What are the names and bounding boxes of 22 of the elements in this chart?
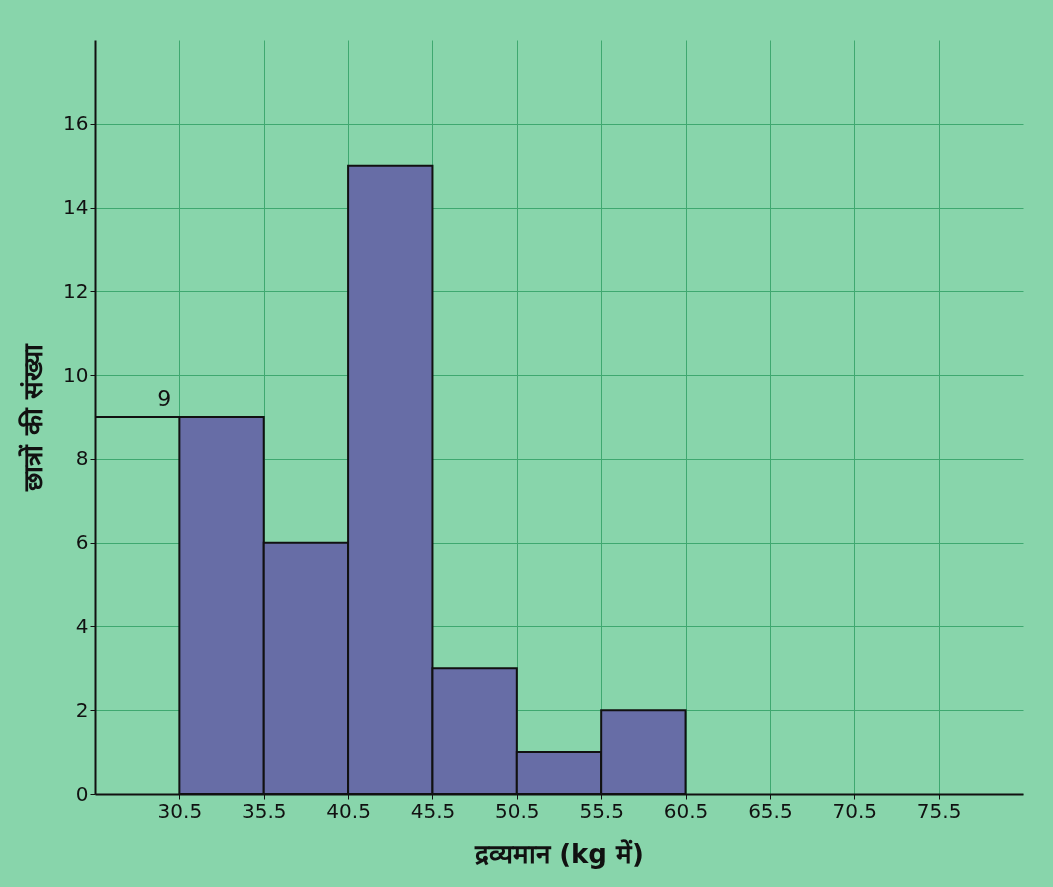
x-axis-title: द्रव्यमान (kg में) — [474, 838, 644, 869]
y-axis-title: छात्रों की संख्या — [18, 343, 49, 492]
x-tick-label: 60.5 — [663, 798, 709, 823]
y-tick-label: 10 — [63, 362, 89, 387]
y-tick-label: 16 — [63, 111, 89, 136]
y-tick-label: 8 — [75, 446, 89, 471]
y-tick-label: 0 — [75, 781, 89, 806]
x-tick-label: 30.5 — [157, 798, 203, 823]
x-tick-label: 50.5 — [495, 798, 540, 823]
y-tick-label: 4 — [75, 613, 89, 638]
ref-line-label: 9 — [157, 386, 172, 411]
x-tick-label: 70.5 — [832, 798, 878, 823]
y-tick-label: 6 — [75, 530, 89, 555]
x-tick-label: 65.5 — [748, 798, 793, 823]
y-tick-label: 14 — [63, 195, 89, 220]
x-tick-label: 35.5 — [241, 798, 287, 823]
y-tick-label: 12 — [63, 278, 89, 303]
x-tick-label: 45.5 — [410, 798, 456, 823]
x-tick-label: 40.5 — [326, 798, 371, 823]
y-tick-label: 2 — [75, 697, 89, 722]
x-tick-label: 75.5 — [916, 798, 962, 823]
x-tick-label: 55.5 — [579, 798, 624, 823]
